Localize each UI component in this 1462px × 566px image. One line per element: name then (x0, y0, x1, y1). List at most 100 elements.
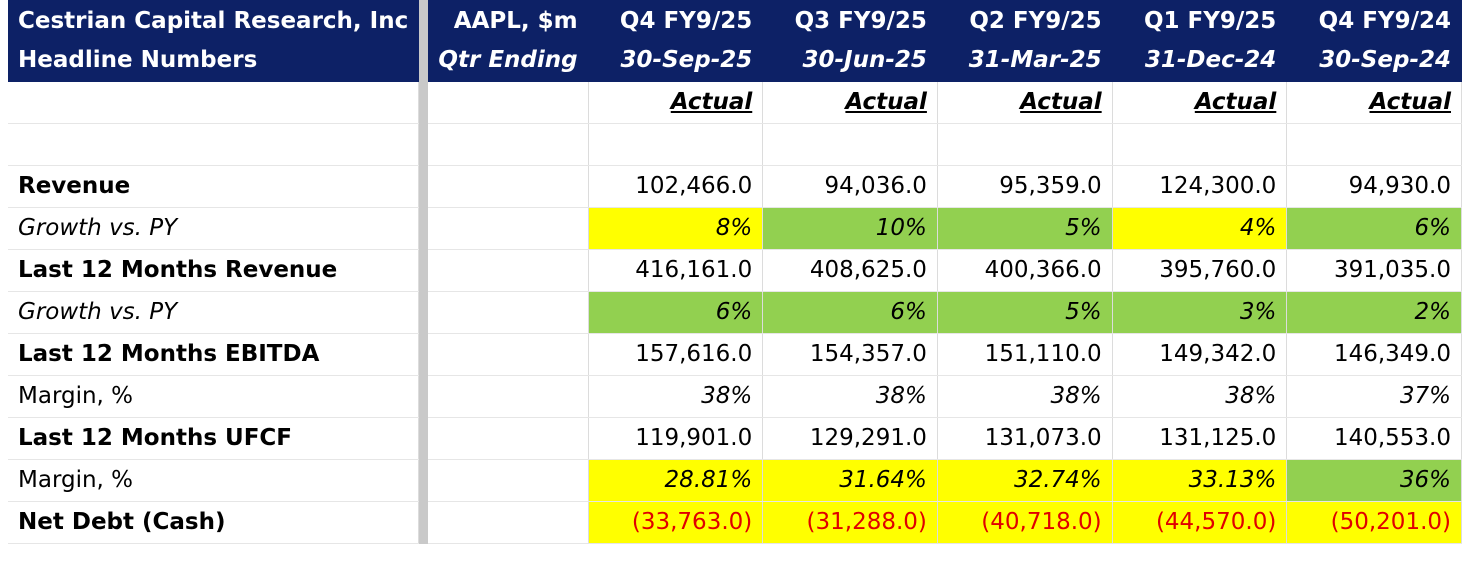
revenue-growth-row: Growth vs. PY 8% 10% 5% 4% 6% (8, 207, 1462, 250)
value-cell[interactable]: 95,359.0 (937, 165, 1113, 208)
empty-cell[interactable] (428, 417, 589, 460)
column-separator (418, 123, 429, 166)
row-label[interactable]: Growth vs. PY (8, 291, 420, 334)
column-separator (418, 207, 429, 250)
status-cell[interactable]: Actual (1112, 81, 1288, 124)
status-cell[interactable]: Actual (1286, 81, 1462, 124)
value-cell[interactable]: (33,763.0) (588, 501, 764, 544)
value-cell[interactable]: 151,110.0 (937, 333, 1113, 376)
empty-cell[interactable] (588, 123, 764, 166)
status-cell[interactable]: Actual (588, 81, 764, 124)
empty-cell[interactable] (1286, 123, 1462, 166)
empty-cell[interactable] (428, 459, 589, 502)
row-label[interactable]: Last 12 Months UFCF (8, 417, 420, 460)
subtitle-cell[interactable]: Headline Numbers (8, 40, 420, 82)
value-cell[interactable]: 37% (1286, 375, 1462, 418)
value-cell[interactable]: 146,349.0 (1286, 333, 1462, 376)
row-label[interactable]: Last 12 Months EBITDA (8, 333, 420, 376)
value-cell[interactable]: 2% (1286, 291, 1462, 334)
value-cell[interactable]: 119,901.0 (588, 417, 764, 460)
value-cell[interactable]: 140,553.0 (1286, 417, 1462, 460)
value-cell[interactable]: 395,760.0 (1112, 249, 1288, 292)
empty-cell[interactable] (428, 249, 589, 292)
empty-cell[interactable] (1112, 123, 1288, 166)
empty-cell[interactable] (428, 123, 589, 166)
value-cell[interactable]: 154,357.0 (762, 333, 938, 376)
value-cell[interactable]: 38% (937, 375, 1113, 418)
empty-cell[interactable] (428, 81, 589, 124)
value-cell[interactable]: 3% (1112, 291, 1288, 334)
empty-cell[interactable] (762, 123, 938, 166)
period-date-cell[interactable]: 30-Jun-25 (762, 40, 938, 82)
value-cell[interactable]: 6% (1286, 207, 1462, 250)
value-cell[interactable]: 391,035.0 (1286, 249, 1462, 292)
row-label[interactable]: Net Debt (Cash) (8, 501, 420, 544)
value-cell[interactable]: 38% (1112, 375, 1288, 418)
empty-cell[interactable] (428, 291, 589, 334)
value-cell[interactable]: (44,570.0) (1112, 501, 1288, 544)
ltm-ufcf-row: Last 12 Months UFCF 119,901.0 129,291.0 … (8, 417, 1462, 460)
value-cell[interactable]: 149,342.0 (1112, 333, 1288, 376)
value-cell[interactable]: 131,073.0 (937, 417, 1113, 460)
period-label-cell[interactable]: Q1 FY9/25 (1112, 0, 1288, 41)
value-cell[interactable]: 33.13% (1112, 459, 1288, 502)
value-cell[interactable]: 8% (588, 207, 764, 250)
period-label-cell[interactable]: Q4 FY9/25 (588, 0, 764, 41)
row-label[interactable]: Revenue (8, 165, 420, 208)
value-cell[interactable]: (40,718.0) (937, 501, 1113, 544)
period-date-cell[interactable]: 30-Sep-24 (1286, 40, 1462, 82)
value-cell[interactable]: 408,625.0 (762, 249, 938, 292)
qtr-ending-cell[interactable]: Qtr Ending (428, 40, 589, 82)
row-label[interactable]: Margin, % (8, 375, 420, 418)
value-cell[interactable]: 4% (1112, 207, 1288, 250)
ticker-cell[interactable]: AAPL, $m (428, 0, 589, 41)
value-cell[interactable]: 10% (762, 207, 938, 250)
ltm-revenue-row: Last 12 Months Revenue 416,161.0 408,625… (8, 249, 1462, 292)
value-cell[interactable]: 129,291.0 (762, 417, 938, 460)
period-date-cell[interactable]: 31-Mar-25 (937, 40, 1113, 82)
empty-cell[interactable] (8, 123, 420, 166)
empty-cell[interactable] (428, 207, 589, 250)
value-cell[interactable]: (50,201.0) (1286, 501, 1462, 544)
value-cell[interactable]: 416,161.0 (588, 249, 764, 292)
company-name-cell[interactable]: Cestrian Capital Research, Inc (8, 0, 420, 41)
empty-cell[interactable] (428, 375, 589, 418)
period-label-cell[interactable]: Q4 FY9/24 (1286, 0, 1462, 41)
column-separator (418, 165, 429, 208)
empty-cell[interactable] (428, 333, 589, 376)
value-cell[interactable]: 5% (937, 207, 1113, 250)
period-label-cell[interactable]: Q3 FY9/25 (762, 0, 938, 41)
empty-cell[interactable] (428, 165, 589, 208)
value-cell[interactable]: 28.81% (588, 459, 764, 502)
period-date-cell[interactable]: 31-Dec-24 (1112, 40, 1288, 82)
row-label[interactable]: Last 12 Months Revenue (8, 249, 420, 292)
period-label-cell[interactable]: Q2 FY9/25 (937, 0, 1113, 41)
value-cell[interactable]: 32.74% (937, 459, 1113, 502)
value-cell[interactable]: 157,616.0 (588, 333, 764, 376)
value-cell[interactable]: 400,366.0 (937, 249, 1113, 292)
value-cell[interactable]: 94,930.0 (1286, 165, 1462, 208)
value-cell[interactable]: 124,300.0 (1112, 165, 1288, 208)
empty-cell[interactable] (428, 501, 589, 544)
value-cell[interactable]: 36% (1286, 459, 1462, 502)
period-date-cell[interactable]: 30-Sep-25 (588, 40, 764, 82)
value-cell[interactable]: (31,288.0) (762, 501, 938, 544)
revenue-row: Revenue 102,466.0 94,036.0 95,359.0 124,… (8, 165, 1462, 208)
value-cell[interactable]: 6% (762, 291, 938, 334)
value-cell[interactable]: 102,466.0 (588, 165, 764, 208)
value-cell[interactable]: 94,036.0 (762, 165, 938, 208)
value-cell[interactable]: 6% (588, 291, 764, 334)
value-cell[interactable]: 131,125.0 (1112, 417, 1288, 460)
blank-row (8, 123, 1462, 166)
value-cell[interactable]: 38% (588, 375, 764, 418)
empty-cell[interactable] (937, 123, 1113, 166)
status-row: Actual Actual Actual Actual Actual (8, 81, 1462, 124)
row-label[interactable]: Growth vs. PY (8, 207, 420, 250)
row-label[interactable]: Margin, % (8, 459, 420, 502)
value-cell[interactable]: 38% (762, 375, 938, 418)
empty-cell[interactable] (8, 81, 420, 124)
status-cell[interactable]: Actual (937, 81, 1113, 124)
status-cell[interactable]: Actual (762, 81, 938, 124)
value-cell[interactable]: 5% (937, 291, 1113, 334)
value-cell[interactable]: 31.64% (762, 459, 938, 502)
